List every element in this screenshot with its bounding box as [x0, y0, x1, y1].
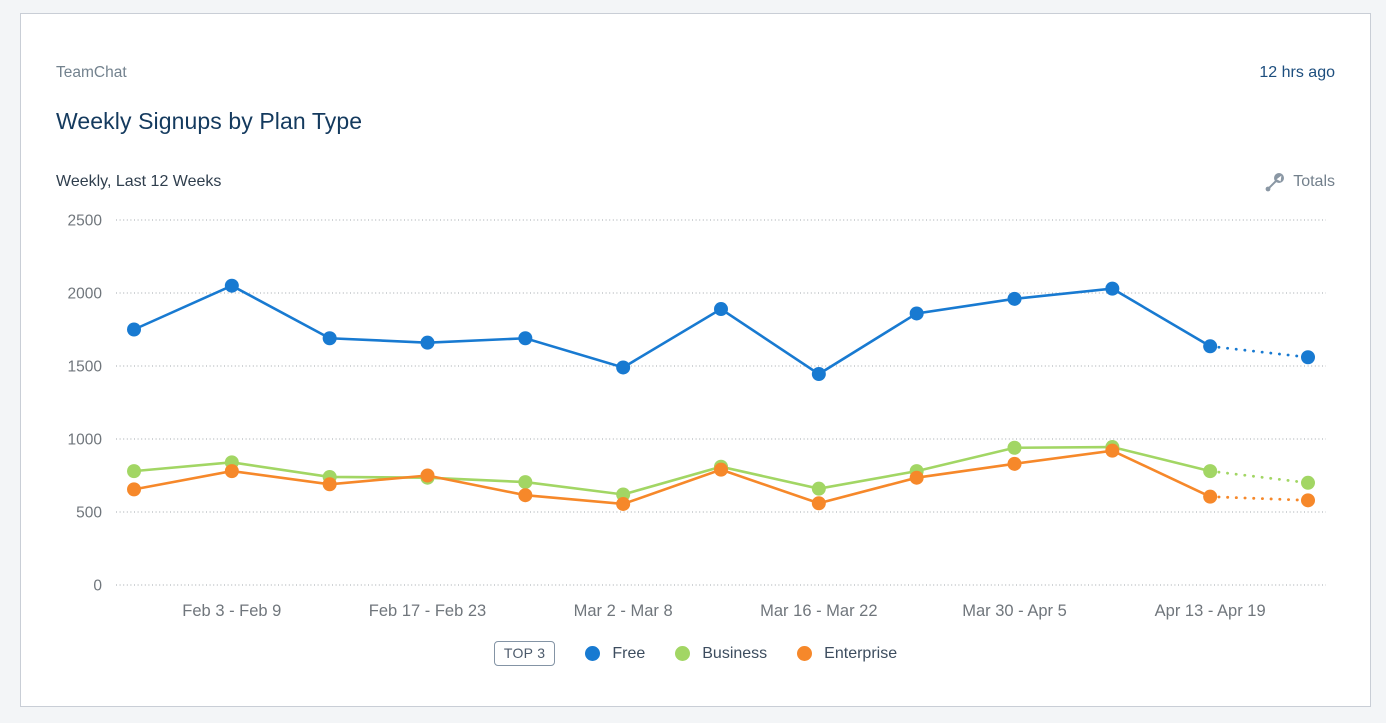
series-enterprise-point[interactable]: [322, 477, 337, 492]
series-free-point[interactable]: [1203, 339, 1218, 354]
weekly-signups-line-chart[interactable]: 0 500 1000 1500 2000 2500 Feb 3 - Feb 9 Feb 17 …: [56, 206, 1336, 631]
series-enterprise-point[interactable]: [1105, 443, 1120, 458]
totals-toggle[interactable]: Totals: [1264, 171, 1335, 193]
legend-label-free: Free: [612, 644, 646, 662]
top3-badge: TOP 3: [493, 641, 556, 666]
x-tick-label: Mar 2 - Mar 8: [574, 602, 673, 620]
series-free-point[interactable]: [322, 331, 337, 346]
series-free-point[interactable]: [811, 367, 826, 382]
series-enterprise-point[interactable]: [616, 496, 631, 511]
chart-legend: TOP 3 Free Business Enterprise: [56, 641, 1335, 666]
series-enterprise-point[interactable]: [909, 470, 924, 485]
widget-header: TeamChat 12 hrs ago: [56, 64, 1335, 82]
y-tick-label: 500: [76, 505, 102, 522]
x-tick-label: Feb 3 - Feb 9: [182, 602, 281, 620]
chart-subtitle-row: Weekly, Last 12 Weeks Totals: [56, 171, 1335, 193]
series-free-point[interactable]: [1105, 281, 1120, 296]
chart-subtitle: Weekly, Last 12 Weeks: [56, 173, 222, 190]
series-business-point[interactable]: [1301, 475, 1315, 490]
series-business-point[interactable]: [127, 464, 141, 479]
y-tick-label: 2500: [68, 213, 103, 230]
series-business-projection-line: [1208, 469, 1310, 485]
legend-item-free[interactable]: Free: [585, 645, 645, 663]
series-enterprise-projection-line: [1208, 495, 1310, 502]
series-free-point[interactable]: [909, 306, 924, 321]
series-business-line: [133, 445, 1211, 496]
series-free-point[interactable]: [420, 335, 435, 350]
business-series-dot-icon: [675, 646, 691, 661]
series-business-point[interactable]: [811, 481, 826, 496]
chart-title: Weekly Signups by Plan Type: [56, 108, 363, 134]
x-tick-label: Apr 13 - Apr 19: [1155, 602, 1266, 620]
y-tick-label: 1000: [68, 432, 103, 449]
legend-label-business: Business: [702, 644, 768, 662]
legend-item-business[interactable]: Business: [675, 645, 767, 663]
series-enterprise-point[interactable]: [1203, 489, 1218, 504]
series-business-point[interactable]: [1203, 464, 1218, 479]
series-business-point[interactable]: [518, 475, 533, 490]
series-enterprise-point[interactable]: [714, 462, 728, 477]
series-free-point[interactable]: [224, 278, 239, 293]
series-enterprise-line: [133, 449, 1211, 506]
series-free-point[interactable]: [616, 360, 631, 375]
totals-toggle-icon: [1264, 171, 1286, 193]
series-free-point[interactable]: [714, 302, 728, 317]
last-updated-timestamp: 12 hrs ago: [1259, 64, 1335, 81]
x-tick-label: Mar 16 - Mar 22: [760, 602, 877, 620]
chart-widget-card: TeamChat 12 hrs ago Weekly Signups by Pl…: [20, 13, 1371, 707]
series-enterprise-point[interactable]: [1007, 456, 1022, 471]
free-series-dot-icon: [585, 646, 601, 661]
enterprise-series-dot-icon: [797, 646, 813, 661]
legend-label-enterprise: Enterprise: [824, 644, 898, 662]
y-tick-label: 2000: [68, 286, 103, 303]
legend-item-enterprise[interactable]: Enterprise: [797, 645, 897, 663]
app-name: TeamChat: [56, 64, 127, 81]
y-tick-label: 0: [93, 578, 102, 595]
series-enterprise-point[interactable]: [127, 482, 141, 497]
x-tick-label: Mar 30 - Apr 5: [962, 602, 1067, 620]
series-free-point[interactable]: [1301, 350, 1315, 365]
series-free-point[interactable]: [1007, 291, 1022, 306]
series-enterprise-point[interactable]: [518, 488, 533, 503]
series-free-projection-line: [1208, 344, 1310, 359]
series-enterprise-point[interactable]: [420, 468, 435, 483]
totals-label: Totals: [1293, 173, 1335, 190]
series-free-point[interactable]: [518, 331, 533, 346]
series-free-point[interactable]: [127, 322, 141, 337]
x-tick-label: Feb 17 - Feb 23: [369, 602, 486, 620]
series-enterprise-point[interactable]: [224, 464, 239, 479]
y-tick-label: 1500: [68, 359, 103, 376]
series-enterprise-point[interactable]: [811, 496, 826, 511]
series-enterprise-point[interactable]: [1301, 493, 1315, 508]
series-free-line: [133, 284, 1211, 376]
series-business-point[interactable]: [1007, 440, 1022, 455]
